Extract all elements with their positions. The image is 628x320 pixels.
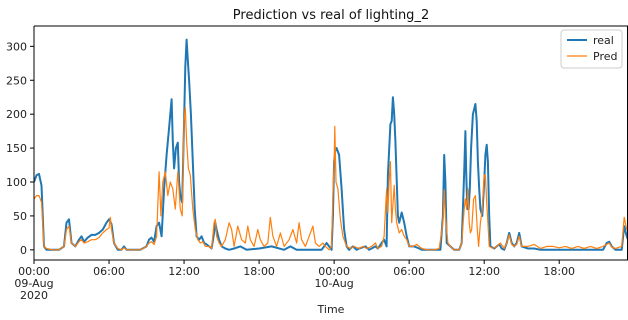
series-line-pred bbox=[34, 106, 628, 251]
y-tick-label: 0 bbox=[20, 244, 27, 257]
x-tick-label: 18:00 bbox=[543, 265, 575, 278]
y-tick-label: 300 bbox=[6, 40, 27, 53]
x-tick-date-label: 10-Aug bbox=[315, 277, 354, 290]
x-tick-year-label: 2020 bbox=[20, 289, 48, 302]
x-tick-label: 06:00 bbox=[393, 265, 425, 278]
y-tick-label: 50 bbox=[13, 210, 27, 223]
x-tick-label: 00:00 bbox=[18, 265, 50, 278]
x-tick-date-label: 09-Aug bbox=[14, 277, 53, 290]
x-axis-title: Time bbox=[317, 303, 345, 316]
x-tick-label: 18:00 bbox=[243, 265, 275, 278]
x-tick-label: 00:00 bbox=[318, 265, 350, 278]
chart-title: Prediction vs real of lighting_2 bbox=[233, 8, 429, 23]
y-tick-label: 100 bbox=[6, 176, 27, 189]
x-tick-label: 06:00 bbox=[93, 265, 125, 278]
legend: real Pred bbox=[560, 29, 623, 69]
y-tick-label: 150 bbox=[6, 142, 27, 155]
x-tick-label: 12:00 bbox=[168, 265, 200, 278]
legend-label-pred: Pred bbox=[593, 50, 617, 63]
plot-area bbox=[34, 38, 628, 251]
y-tick-label: 200 bbox=[6, 108, 27, 121]
x-tick-label: 12:00 bbox=[468, 265, 500, 278]
y-tick-label: 250 bbox=[6, 74, 27, 87]
legend-label-real: real bbox=[593, 34, 614, 47]
